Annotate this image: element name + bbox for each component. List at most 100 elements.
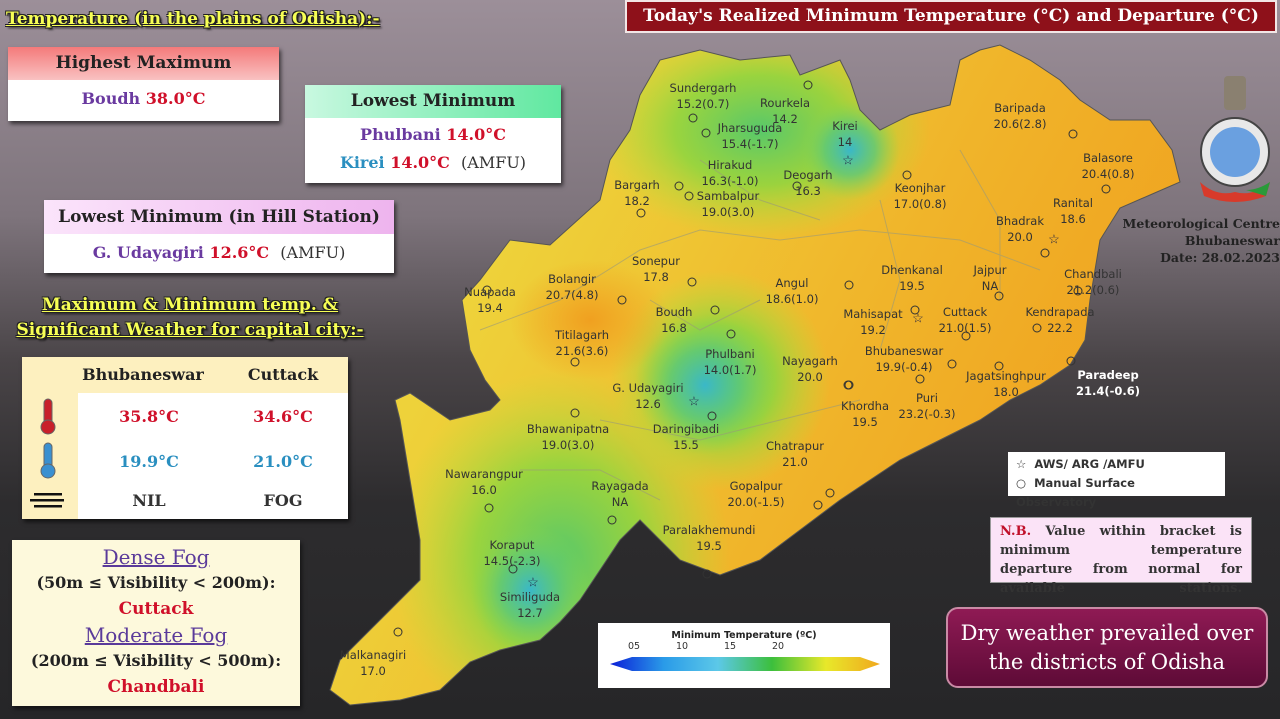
hill-station-card: Lowest Minimum (in Hill Station) G. Uday… [44,200,394,273]
station-label: Jagatsinghpur 18.0 [966,368,1046,400]
station-value: 19.2 [860,323,886,337]
lowest-minimum-value: 14.0°C [446,125,506,144]
cuttack-weather: FOG [263,491,303,510]
colorbar-tick: 15 [724,641,737,652]
station-value: NA [981,279,999,293]
observatory-circle-marker-icon [508,564,518,574]
observatory-circle-marker-icon [636,208,646,218]
station-label: Bhadrak 20.0 [996,213,1044,245]
observatory-circle-marker-icon [484,503,494,513]
station-name: Koraput [489,538,535,552]
station-name: Chandbali [1064,267,1122,281]
station-label: Nayagarh 20.0 [782,353,838,385]
station-value: 17.0 [360,664,386,678]
station-label: Dhenkanal 19.5 [881,262,943,294]
station-name: Hirakud [707,158,753,172]
station-name: Ranital [1052,196,1094,210]
station-name: Similiguda [499,590,561,604]
station-value: 19.0(3.0) [541,438,595,452]
thermometer-cold-icon [40,442,56,479]
station-value: 16.3 [795,184,821,198]
station-label: Bhubaneswar 19.9(-0.4) [865,343,943,375]
circle-icon: ○ [1016,476,1027,490]
station-name: Deogarh [783,168,833,182]
lowest-minimum-station: Kirei [339,153,385,172]
station-value: 15.4(-1.7) [721,137,779,151]
cuttack-min: 21.0°C [253,452,313,471]
station-name: Boudh [655,305,693,319]
station-label: Mahisapat 19.2 [843,306,902,338]
colorbar-tick: 10 [676,641,689,652]
station-value: 22.2 [1047,321,1073,335]
station-name: Daringibadi [652,422,720,436]
station-label: Khordha 19.5 [841,398,889,430]
station-value: 20.7(4.8) [545,288,599,302]
station-label: G. Udayagiri 12.6 [612,380,683,412]
lowest-minimum-value: 14.0°C [390,153,450,172]
observatory-circle-marker-icon [825,488,835,498]
station-name: Sambalpur [696,189,760,203]
station-value: 16.8 [661,321,687,335]
station-value: 21.0(1.5) [938,321,992,335]
station-label: Baripada 20.6(2.8) [994,100,1047,132]
observatory-circle-marker-icon [915,374,925,384]
station-name: Malkanagiri [339,648,407,662]
observatory-circle-marker-icon [803,80,813,90]
station-name: Sonepur [631,254,681,268]
hill-station-name: G. Udayagiri [92,243,204,262]
station-value: 23.2(-0.3) [898,407,956,421]
station-label: Titilagarh 21.6(3.6) [555,327,609,359]
lowest-minimum-card: Lowest Minimum Phulbani 14.0°C Kirei 14.… [305,85,561,183]
observatory-circle-marker-icon [994,291,1004,301]
station-label: Phulbani 14.0(1.7) [704,346,757,378]
station-label: Gopalpur 20.0(-1.5) [727,478,784,510]
station-value: 17.0(0.8) [893,197,947,211]
observatory-circle-marker-icon [910,305,920,315]
station-name: Paradeep [1077,368,1139,382]
observatory-circle-marker-icon [393,627,403,637]
observatory-circle-marker-icon [902,170,912,180]
observatory-circle-marker-icon [1068,129,1078,139]
cuttack-max: 34.6°C [253,407,313,426]
aws-star-marker-icon: ☆ [527,575,539,591]
station-label: Cuttack 21.0(1.5) [939,304,992,336]
observatory-circle-marker-icon [726,329,736,339]
capital-weather-table: Bhubaneswar Cuttack 35.8°C 34.6°C 19.9°C… [22,357,348,519]
issuer-city: Bhubaneswar [1184,233,1280,248]
observatory-circle-marker-icon [701,128,711,138]
colorbar-tick: 05 [628,641,641,652]
station-name: Gopalpur [729,479,783,493]
observatory-circle-marker-icon [843,380,853,390]
capital-heading-line1: Maximum & Minimum temp. & [41,295,339,315]
station-value: 18.6 [1060,212,1086,226]
station-name: G. Udayagiri [612,381,684,395]
station-value: 20.6(2.8) [993,117,1047,131]
station-label: Kirei 14 [832,118,857,150]
station-value: 19.9(-0.4) [875,360,933,374]
observatory-circle-marker-icon [844,280,854,290]
station-value: 21.6(3.6) [555,344,609,358]
note-label: N.B. [1000,524,1032,539]
station-name: Jharsuguda [717,121,783,135]
moderate-fog-places: Chandbali [107,677,205,697]
marker-legend: ☆ AWS/ ARG /AMFU ○ Manual Surface Observ… [1008,452,1225,509]
thermometer-hot-icon [40,398,56,435]
station-name: Phulbani [705,347,755,361]
station-label: Chatrapur 21.0 [766,438,824,470]
imd-emblem-logo [1200,76,1270,202]
station-label: Bhawanipatna 19.0(3.0) [527,421,609,453]
station-label: Sambalpur 19.0(3.0) [697,188,759,220]
station-name: Rayagada [591,479,649,493]
bhubaneswar-max: 35.8°C [119,407,179,426]
observatory-circle-marker-icon [688,113,698,123]
station-value: 20.0(-1.5) [727,495,785,509]
station-name: Bolangir [548,272,596,286]
lowest-minimum-header: Lowest Minimum [305,85,561,118]
station-label: Chandbali 21.2(0.6) [1064,266,1122,298]
observatory-circle-marker-icon [684,191,694,201]
station-value: 15.2(0.7) [676,97,730,111]
aws-star-marker-icon: ☆ [1048,232,1060,248]
observatory-circle-marker-icon [674,181,684,191]
station-name: Dhenkanal [881,263,943,277]
bhubaneswar-min: 19.9°C [119,452,179,471]
